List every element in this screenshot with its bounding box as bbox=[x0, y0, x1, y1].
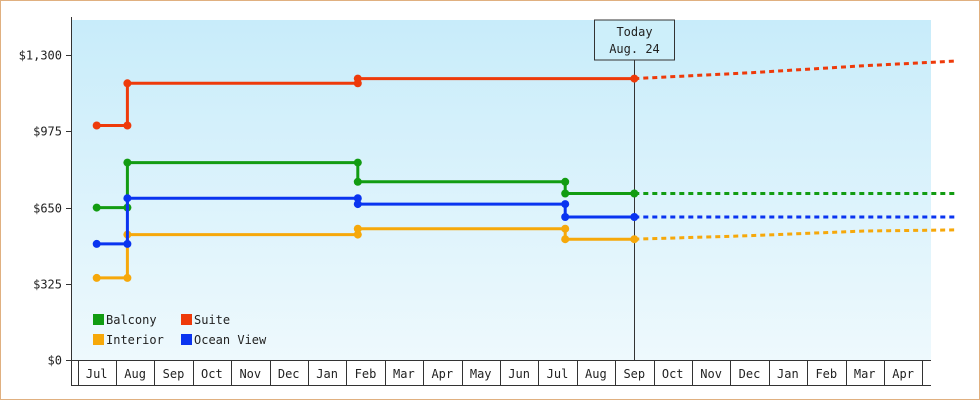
data-point-balcony bbox=[353, 177, 362, 186]
x-tick-label: Nov bbox=[700, 367, 722, 381]
x-tick-label: Nov bbox=[239, 367, 261, 381]
series-projection-suite bbox=[634, 59, 957, 81]
data-point-ocean-view bbox=[92, 239, 101, 248]
data-point-interior bbox=[630, 235, 639, 244]
data-point-interior bbox=[123, 273, 132, 282]
legend-item-interior: Interior bbox=[93, 333, 164, 347]
data-point-ocean-view bbox=[353, 194, 362, 203]
plot-area-background bbox=[71, 20, 931, 360]
data-point-suite bbox=[630, 74, 639, 83]
legend-swatch bbox=[181, 334, 192, 345]
today-date: Aug. 24 bbox=[609, 42, 660, 56]
data-point-suite bbox=[353, 74, 362, 83]
series-interior bbox=[92, 224, 957, 282]
data-point-interior bbox=[561, 224, 570, 233]
legend-swatch bbox=[181, 314, 192, 325]
data-point-ocean-view bbox=[561, 200, 570, 209]
data-point-balcony bbox=[123, 158, 132, 167]
data-point-interior bbox=[561, 235, 570, 244]
data-point-ocean-view bbox=[123, 239, 132, 248]
x-tick-label: Mar bbox=[854, 367, 876, 381]
x-tick-label: Jan bbox=[316, 367, 338, 381]
x-tick-label: Dec bbox=[739, 367, 761, 381]
legend-label: Ocean View bbox=[194, 333, 267, 347]
data-point-ocean-view bbox=[353, 200, 362, 209]
data-point-ocean-view bbox=[630, 213, 639, 221]
x-tick-label: Apr bbox=[431, 367, 453, 381]
x-tick-label: Feb bbox=[815, 367, 837, 381]
x-tick-label: Feb bbox=[355, 367, 377, 381]
x-tick-label: Apr bbox=[892, 367, 914, 381]
x-tick-label: Sep bbox=[163, 367, 185, 381]
y-tick-label: $325 bbox=[33, 278, 62, 292]
x-tick-label: Oct bbox=[662, 367, 684, 381]
legend-swatch bbox=[93, 314, 104, 325]
legend-label: Balcony bbox=[106, 313, 157, 327]
series-ocean-view bbox=[92, 194, 957, 248]
legend-swatch bbox=[93, 334, 104, 345]
legend-item-suite: Suite bbox=[181, 313, 230, 327]
data-point-suite bbox=[123, 121, 132, 130]
data-point-ocean-view bbox=[561, 213, 570, 221]
x-tick-label: Sep bbox=[623, 367, 645, 381]
series-suite bbox=[92, 59, 957, 130]
legend-label: Suite bbox=[194, 313, 230, 327]
data-point-balcony bbox=[353, 158, 362, 167]
y-tick-label: $0 bbox=[48, 354, 62, 368]
data-point-ocean-view bbox=[123, 194, 132, 203]
legend-label: Interior bbox=[106, 333, 164, 347]
x-tick-label: Oct bbox=[201, 367, 223, 381]
x-tick-label: May bbox=[470, 367, 492, 381]
data-point-interior bbox=[353, 224, 362, 233]
data-point-balcony bbox=[561, 177, 570, 186]
data-point-suite bbox=[123, 79, 132, 88]
x-tick-label: Dec bbox=[278, 367, 300, 381]
x-tick-label: Jun bbox=[508, 367, 530, 381]
legend-item-ocean-view: Ocean View bbox=[181, 333, 267, 347]
series-projection-interior bbox=[634, 228, 957, 241]
legend-item-balcony: Balcony bbox=[93, 313, 157, 327]
y-tick-label: $1,300 bbox=[19, 49, 62, 63]
data-point-interior bbox=[353, 230, 362, 239]
x-tick-label: Jan bbox=[777, 367, 799, 381]
x-tick-label: Jul bbox=[547, 367, 569, 381]
data-point-balcony bbox=[630, 189, 639, 198]
data-point-balcony bbox=[92, 203, 101, 212]
data-point-interior bbox=[92, 273, 101, 282]
today-label: Today bbox=[616, 25, 652, 39]
y-tick-label: $650 bbox=[33, 202, 62, 216]
series-line-suite bbox=[96, 77, 635, 127]
data-point-suite bbox=[92, 121, 101, 130]
x-tick-label: Aug bbox=[124, 367, 146, 381]
data-point-balcony bbox=[561, 189, 570, 198]
x-tick-label: Jul bbox=[86, 367, 108, 381]
y-tick-label: $975 bbox=[33, 125, 62, 139]
x-tick-label: Mar bbox=[393, 367, 415, 381]
today-box bbox=[594, 19, 675, 61]
x-tick-label: Aug bbox=[585, 367, 607, 381]
